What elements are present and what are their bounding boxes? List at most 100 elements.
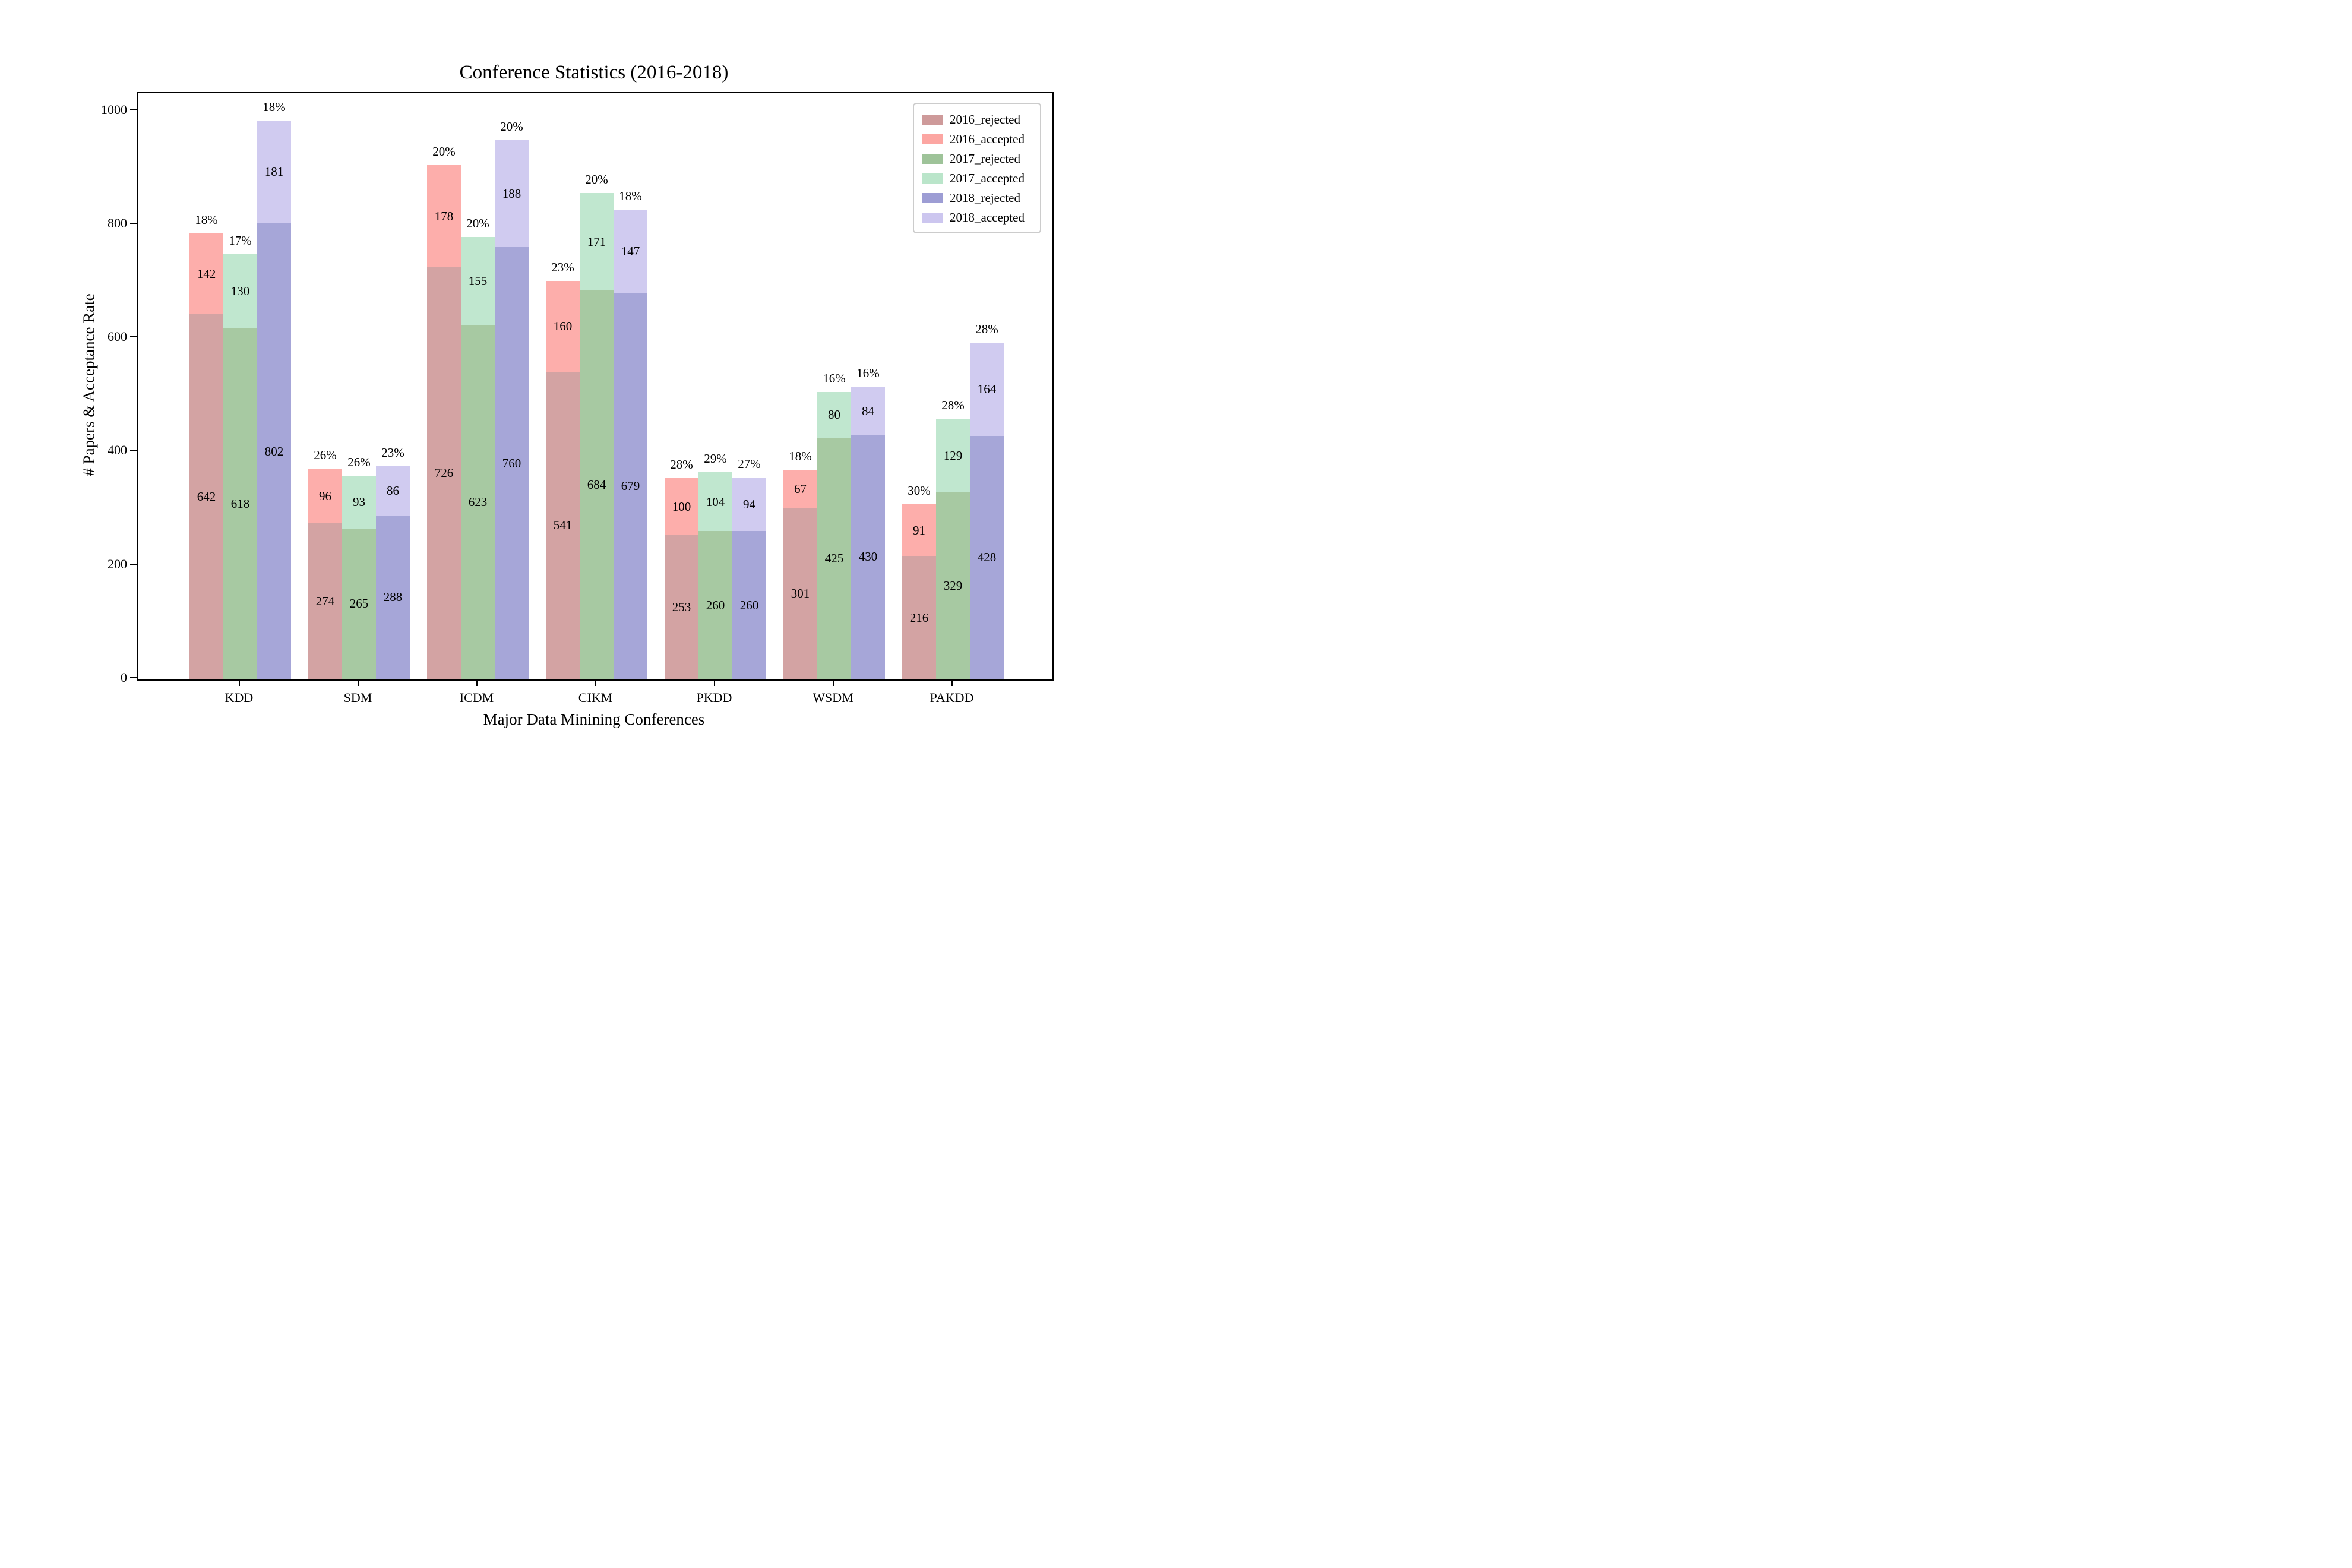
bar-rejected-count-label: 802 — [264, 444, 284, 459]
bar-segment-2018-accepted-KDD — [257, 120, 291, 224]
figure: Conference Statistics (2016-2018) # Pape… — [0, 0, 1176, 784]
bar-acceptance-rate-label: 16% — [823, 371, 846, 386]
bar-accepted-count-label: 160 — [553, 319, 573, 334]
bar-accepted-count-label: 84 — [862, 403, 874, 418]
bar-segment-2018-rejected-ICDM — [495, 247, 529, 679]
bar-rejected-count-label: 260 — [739, 598, 759, 612]
bar-segment-2018-rejected-WSDM — [851, 434, 885, 679]
legend-item: 2016_rejected — [922, 110, 1040, 129]
x-tick — [951, 679, 953, 686]
legend-item: 2018_accepted — [922, 208, 1040, 227]
bar-segment-2016-accepted-CIKM — [546, 280, 580, 372]
plot-area: 642 142 18% 618 130 17% 802 181 18% 274 96 26% 265 93… — [137, 92, 1054, 681]
bar-accepted-count-label: 94 — [743, 497, 755, 512]
bar-acceptance-rate-label: 30% — [908, 483, 931, 498]
y-tick-label: 600 — [108, 329, 127, 344]
bar-segment-2018-rejected-PKDD — [732, 531, 766, 679]
bar-segment-2016-accepted-KDD — [189, 233, 223, 315]
bar-segment-2016-accepted-PAKDD — [902, 504, 936, 557]
bar-segment-2017-rejected-SDM — [342, 528, 376, 679]
bar-accepted-count-label: 171 — [587, 235, 606, 249]
legend-swatch — [922, 173, 943, 184]
bar-accepted-count-label: 164 — [977, 382, 997, 397]
legend-label: 2016_accepted — [950, 132, 1025, 146]
bar-rejected-count-label: 428 — [977, 550, 997, 565]
y-tick-label: 400 — [108, 442, 127, 458]
bar-segment-2018-accepted-PAKDD — [970, 342, 1004, 436]
bar-accepted-count-label: 142 — [197, 267, 216, 282]
bar-accepted-count-label: 181 — [264, 165, 284, 179]
bar-segment-2018-rejected-CIKM — [614, 293, 647, 679]
bar-segment-2016-accepted-WSDM — [783, 470, 817, 508]
bar-acceptance-rate-label: 17% — [229, 233, 252, 248]
bar-acceptance-rate-label: 23% — [551, 260, 574, 274]
bar-segment-2017-rejected-WSDM — [817, 437, 851, 679]
legend-label: 2017_accepted — [950, 171, 1025, 185]
bar-segment-2016-rejected-WSDM — [783, 508, 817, 679]
y-tick — [130, 563, 137, 565]
bar-rejected-count-label: 260 — [706, 598, 725, 612]
bar-accepted-count-label: 100 — [672, 500, 691, 514]
bar-segment-2016-rejected-PAKDD — [902, 556, 936, 679]
bar-segment-2016-accepted-SDM — [308, 469, 342, 523]
x-tick — [832, 679, 834, 686]
bar-segment-2017-rejected-ICDM — [461, 325, 495, 679]
bar-accepted-count-label: 129 — [943, 448, 963, 463]
y-tick-label: 0 — [121, 670, 127, 685]
y-tick — [130, 450, 137, 451]
bar-accepted-count-label: 188 — [502, 186, 521, 201]
legend-swatch — [922, 213, 943, 223]
bar-segment-2018-rejected-KDD — [257, 223, 291, 679]
legend-swatch — [922, 193, 943, 203]
bar-segment-2018-accepted-SDM — [376, 466, 410, 516]
bar-accepted-count-label: 93 — [353, 495, 365, 510]
bar-rejected-count-label: 265 — [349, 596, 369, 611]
bar-segment-2017-rejected-PAKDD — [936, 492, 970, 679]
legend-item: 2017_rejected — [922, 149, 1040, 169]
bar-rejected-count-label: 274 — [315, 593, 335, 608]
bar-rejected-count-label: 679 — [621, 479, 640, 494]
bar-segment-2017-accepted-PAKDD — [936, 419, 970, 492]
bar-acceptance-rate-label: 28% — [975, 321, 998, 336]
bar-segment-2018-accepted-WSDM — [851, 387, 885, 435]
legend: 2016_rejected 2016_accepted 2017_rejected 2… — [913, 103, 1041, 233]
bar-accepted-count-label: 80 — [828, 407, 840, 422]
bar-segment-2016-rejected-SDM — [308, 523, 342, 679]
legend-label: 2018_rejected — [950, 191, 1020, 205]
x-tick-label: ICDM — [459, 690, 494, 705]
bar-accepted-count-label: 178 — [434, 208, 454, 223]
bar-segment-2018-rejected-SDM — [376, 515, 410, 679]
bar-rejected-count-label: 216 — [909, 610, 929, 625]
bar-rejected-count-label: 618 — [230, 496, 250, 511]
bar-rejected-count-label: 425 — [824, 551, 844, 565]
bar-accepted-count-label: 67 — [794, 482, 807, 497]
bar-segment-2017-accepted-KDD — [223, 254, 257, 328]
bar-rejected-count-label: 329 — [943, 578, 963, 593]
bar-segment-2017-accepted-PKDD — [698, 472, 732, 532]
bar-segment-2017-accepted-SDM — [342, 475, 376, 529]
bar-acceptance-rate-label: 20% — [432, 144, 456, 159]
bar-acceptance-rate-label: 28% — [941, 398, 965, 412]
bar-acceptance-rate-label: 27% — [738, 457, 761, 472]
x-tick-label: KDD — [225, 690, 254, 705]
bar-rejected-count-label: 301 — [791, 586, 810, 601]
bar-acceptance-rate-label: 23% — [381, 445, 404, 460]
bar-segment-2017-accepted-ICDM — [461, 236, 495, 325]
bar-acceptance-rate-label: 18% — [195, 213, 218, 227]
x-tick — [713, 679, 715, 686]
bar-segment-2016-accepted-ICDM — [427, 165, 461, 267]
legend-label: 2017_rejected — [950, 151, 1020, 166]
x-axis-label: Major Data Minining Conferences — [483, 710, 705, 728]
bar-rejected-count-label: 642 — [197, 489, 216, 504]
bar-rejected-count-label: 726 — [434, 465, 454, 480]
bar-rejected-count-label: 288 — [383, 590, 403, 605]
x-tick — [357, 679, 359, 686]
bar-segment-2017-rejected-PKDD — [698, 531, 732, 679]
x-tick — [238, 679, 240, 686]
y-tick — [130, 109, 137, 110]
bar-acceptance-rate-label: 18% — [263, 99, 286, 114]
bar-acceptance-rate-label: 28% — [670, 457, 693, 472]
bar-accepted-count-label: 96 — [319, 489, 331, 504]
bar-acceptance-rate-label: 18% — [789, 449, 812, 464]
bar-acceptance-rate-label: 29% — [704, 451, 727, 466]
